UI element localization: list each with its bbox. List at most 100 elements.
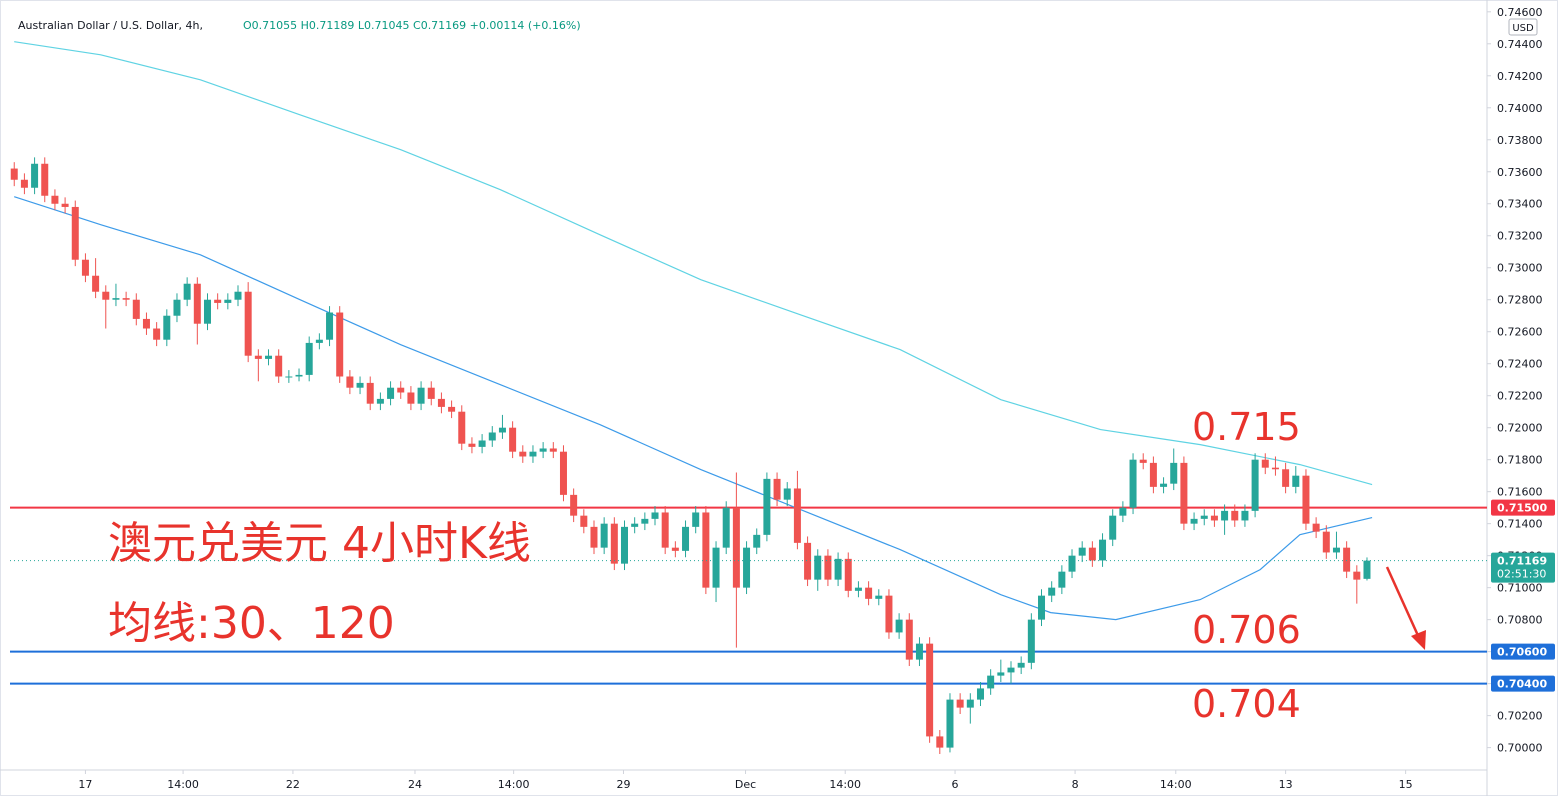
candle-body <box>1160 483 1168 487</box>
candle-body <box>224 299 232 303</box>
candle-body <box>275 355 283 377</box>
candle-body <box>885 595 893 633</box>
candle-body <box>41 163 49 196</box>
candle-body <box>844 558 852 591</box>
candle-body <box>783 488 791 500</box>
candle-body <box>203 299 211 324</box>
candle-body <box>153 328 161 340</box>
candle-body <box>1221 510 1229 521</box>
candle-body <box>824 555 832 580</box>
candle-body <box>173 299 181 316</box>
candle-body <box>1241 510 1249 521</box>
x-tick-label: 8 <box>1072 778 1079 791</box>
y-tick-label: 0.71600 <box>1497 486 1543 499</box>
candle-body <box>539 448 547 452</box>
candle-body <box>549 448 557 452</box>
y-tick-label: 0.72600 <box>1497 326 1543 339</box>
candle-body <box>1088 547 1096 561</box>
annotation: 均线:30、120 <box>108 598 395 649</box>
candle-body <box>509 427 517 452</box>
candle-body <box>976 688 984 700</box>
current-price-label: 0.71169 <box>1497 555 1547 568</box>
candle-body <box>1200 515 1208 519</box>
candle-body <box>1231 510 1239 521</box>
y-tick-label: 0.71000 <box>1497 582 1543 595</box>
candle-body <box>773 478 781 500</box>
candle-body <box>1170 462 1178 484</box>
candle-body <box>1322 531 1330 553</box>
candle-body <box>631 523 639 527</box>
candle-body <box>183 283 191 300</box>
y-tick-label: 0.72800 <box>1497 294 1543 307</box>
candle-body <box>458 411 466 444</box>
candle-body <box>641 518 649 524</box>
candle-body <box>142 318 150 329</box>
candle-body <box>51 195 59 204</box>
candle-body <box>102 291 110 300</box>
candle-body <box>1261 459 1269 468</box>
candle-body <box>1109 515 1117 540</box>
candle-body <box>651 512 659 519</box>
annotation: 0.706 <box>1192 608 1301 652</box>
candle-body <box>1190 518 1198 524</box>
level-price-box <box>1491 643 1555 660</box>
y-tick-label: 0.73400 <box>1497 198 1543 211</box>
x-tick-label: 24 <box>408 778 422 791</box>
x-tick-label: 29 <box>616 778 630 791</box>
y-tick-label: 0.72400 <box>1497 358 1543 371</box>
level-price-label: 0.70400 <box>1497 678 1547 691</box>
candle-body <box>590 526 598 548</box>
candle-body <box>376 398 384 404</box>
x-tick-label: 14:00 <box>829 778 861 791</box>
candle-body <box>437 398 445 407</box>
candle-body <box>1149 462 1157 487</box>
candle-body <box>610 523 618 564</box>
candle-body <box>1078 547 1086 556</box>
y-tick-label: 0.74200 <box>1497 70 1543 83</box>
candle-body <box>804 542 812 580</box>
candle-body <box>1363 560 1371 579</box>
candle-body <box>448 406 456 412</box>
candle-body <box>1048 587 1056 596</box>
candle-body <box>793 488 801 543</box>
candle-body <box>671 547 679 551</box>
candle-body <box>265 355 273 359</box>
x-tick-label: 14:00 <box>498 778 530 791</box>
candle-body <box>743 547 751 588</box>
candle-body <box>1302 475 1310 524</box>
y-tick-label: 0.74400 <box>1497 38 1543 51</box>
candle-body <box>478 440 486 447</box>
y-tick-label: 0.70800 <box>1497 614 1543 627</box>
countdown-label: 02:51:30 <box>1497 568 1546 581</box>
candle-body <box>71 206 79 260</box>
y-tick-label: 0.74600 <box>1497 6 1543 19</box>
candle-body <box>285 376 293 378</box>
candle-body <box>1343 547 1351 572</box>
candle-body <box>936 736 944 748</box>
candle-body <box>1129 459 1137 508</box>
candle-body <box>234 291 242 300</box>
candle-body <box>10 168 18 180</box>
candle-body <box>1312 523 1320 532</box>
level-price-box <box>1491 675 1555 692</box>
candle-body <box>753 534 761 548</box>
candle-body <box>997 672 1005 676</box>
symbol-title: Australian Dollar / U.S. Dollar, 4h, <box>18 19 203 32</box>
candle-body <box>1027 619 1035 663</box>
plot-area <box>10 41 1487 755</box>
candle-body <box>1282 469 1290 487</box>
candle-body <box>1007 667 1015 673</box>
y-tick-label: 0.73200 <box>1497 230 1543 243</box>
y-tick-label: 0.72200 <box>1497 390 1543 403</box>
annotation: 0.704 <box>1192 682 1301 726</box>
candle-body <box>966 699 974 708</box>
candle-body <box>570 494 578 516</box>
candle-body <box>946 699 954 748</box>
arrow-line <box>1385 566 1422 641</box>
candle-body <box>956 699 964 708</box>
candle-body <box>498 427 506 433</box>
current-price-box <box>1491 552 1555 583</box>
candle-body <box>915 643 923 660</box>
